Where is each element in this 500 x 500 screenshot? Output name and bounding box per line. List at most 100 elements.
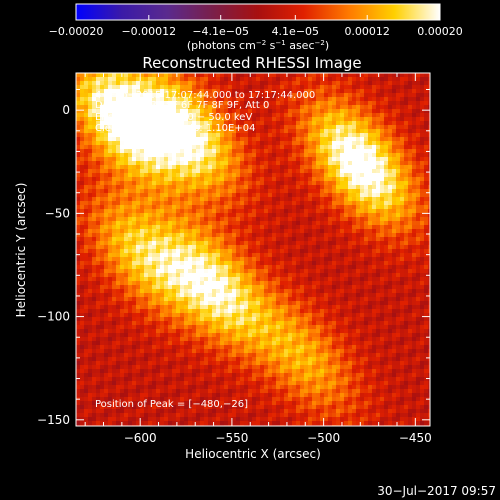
- image-pixel: [388, 145, 393, 150]
- image-pixel: [264, 157, 269, 162]
- image-pixel: [164, 85, 169, 90]
- image-pixel: [340, 157, 345, 162]
- image-pixel: [168, 261, 173, 266]
- image-pixel: [220, 113, 225, 118]
- image-pixel: [148, 189, 153, 194]
- image-pixel: [100, 189, 105, 194]
- image-pixel: [144, 269, 149, 274]
- image-pixel: [116, 265, 121, 270]
- image-pixel: [348, 109, 353, 114]
- image-pixel: [248, 125, 253, 130]
- image-pixel: [112, 101, 117, 106]
- image-pixel: [96, 153, 101, 158]
- image-pixel: [76, 237, 81, 242]
- image-pixel: [76, 93, 81, 98]
- image-pixel: [160, 149, 165, 154]
- image-pixel: [264, 181, 269, 186]
- image-pixel: [276, 241, 281, 246]
- image-pixel: [364, 113, 369, 118]
- image-pixel: [356, 229, 361, 234]
- image-pixel: [308, 117, 313, 122]
- image-pixel: [308, 201, 313, 206]
- image-pixel: [260, 113, 265, 118]
- image-pixel: [296, 181, 301, 186]
- image-pixel: [364, 237, 369, 242]
- image-pixel: [396, 105, 401, 110]
- image-pixel: [148, 225, 153, 230]
- image-pixel: [120, 261, 125, 266]
- image-pixel: [284, 281, 289, 286]
- image-pixel: [144, 273, 149, 278]
- image-pixel: [216, 149, 221, 154]
- image-pixel: [172, 237, 177, 242]
- image-pixel: [340, 169, 345, 174]
- image-pixel: [292, 165, 297, 170]
- image-pixel: [388, 165, 393, 170]
- image-pixel: [212, 277, 217, 282]
- image-pixel: [136, 153, 141, 158]
- image-pixel: [156, 269, 161, 274]
- image-pixel: [348, 133, 353, 138]
- image-pixel: [188, 293, 193, 298]
- image-pixel: [184, 253, 189, 258]
- image-pixel: [184, 189, 189, 194]
- image-pixel: [424, 281, 429, 286]
- image-pixel: [376, 149, 381, 154]
- image-pixel: [284, 193, 289, 198]
- image-pixel: [136, 141, 141, 146]
- image-pixel: [296, 153, 301, 158]
- image-pixel: [184, 261, 189, 266]
- image-pixel: [288, 73, 293, 78]
- image-pixel: [356, 269, 361, 274]
- image-pixel: [328, 189, 333, 194]
- image-pixel: [372, 237, 377, 242]
- image-pixel: [428, 249, 430, 254]
- image-pixel: [196, 185, 201, 190]
- image-pixel: [360, 181, 365, 186]
- image-pixel: [240, 233, 245, 238]
- image-pixel: [376, 281, 381, 286]
- image-pixel: [264, 233, 269, 238]
- image-pixel: [152, 201, 157, 206]
- image-pixel: [188, 121, 193, 126]
- image-pixel: [216, 261, 221, 266]
- image-pixel: [420, 73, 425, 78]
- image-pixel: [404, 181, 409, 186]
- image-pixel: [276, 269, 281, 274]
- image-pixel: [400, 189, 405, 194]
- image-pixel: [232, 281, 237, 286]
- image-pixel: [396, 289, 401, 294]
- image-pixel: [400, 93, 405, 98]
- image-pixel: [216, 253, 221, 258]
- image-pixel: [312, 285, 317, 290]
- image-pixel: [228, 133, 233, 138]
- image-pixel: [272, 241, 277, 246]
- image-pixel: [368, 245, 373, 250]
- image-pixel: [364, 229, 369, 234]
- image-pixel: [156, 149, 161, 154]
- image-pixel: [180, 197, 185, 202]
- image-pixel: [352, 273, 357, 278]
- image-pixel: [256, 241, 261, 246]
- image-pixel: [96, 137, 101, 142]
- image-pixel: [312, 73, 317, 78]
- image-pixel: [272, 121, 277, 126]
- image-pixel: [164, 213, 169, 218]
- image-pixel: [356, 293, 361, 298]
- image-pixel: [288, 289, 293, 294]
- image-pixel: [172, 153, 177, 158]
- image-pixel: [260, 129, 265, 134]
- image-pixel: [160, 293, 165, 298]
- image-pixel: [384, 157, 389, 162]
- image-pixel: [232, 245, 237, 250]
- image-pixel: [168, 153, 173, 158]
- image-pixel: [100, 137, 105, 142]
- image-pixel: [112, 141, 117, 146]
- image-pixel: [80, 241, 85, 246]
- heatmap-image: [76, 73, 430, 426]
- image-pixel: [340, 109, 345, 114]
- image-pixel: [180, 125, 185, 130]
- image-pixel: [116, 221, 121, 226]
- image-pixel: [372, 233, 377, 238]
- image-pixel: [192, 261, 197, 266]
